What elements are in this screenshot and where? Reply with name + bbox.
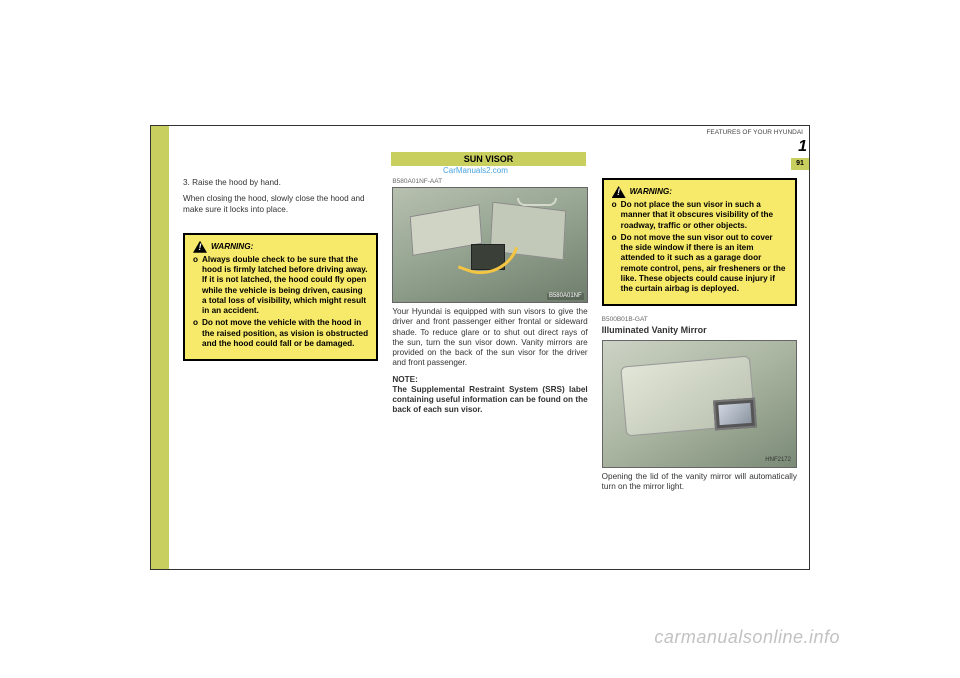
content-columns: 3. Raise the hood by hand. When closing … — [183, 178, 797, 559]
warning-list: o Do not place the sun visor in such a m… — [612, 200, 787, 294]
warning-icon — [612, 186, 626, 198]
bullet: o — [193, 318, 198, 349]
warning-title: WARNING: — [193, 241, 368, 253]
top-watermark: CarManuals2.com — [443, 166, 508, 175]
vanity-mirror-body: Opening the lid of the vanity mirror wil… — [602, 472, 797, 493]
warning-label: WARNING: — [211, 242, 253, 252]
note-body: The Supplemental Restraint System (SRS) … — [392, 385, 587, 415]
bullet: o — [193, 255, 198, 317]
note-block: NOTE: The Supplemental Restraint System … — [392, 375, 587, 416]
warning-list: o Always double check to be sure that th… — [193, 255, 368, 349]
column-1: 3. Raise the hood by hand. When closing … — [183, 178, 378, 559]
warning-text: Do not move the sun visor out to cover t… — [621, 233, 787, 295]
warning-text: Always double check to be sure that the … — [202, 255, 368, 317]
chapter-number: 1 — [798, 138, 807, 156]
left-color-bar — [151, 126, 169, 569]
column-2: B580A01NF-AAT B580A01NF Your Hyundai is … — [392, 178, 587, 559]
vanity-mirror — [713, 397, 757, 430]
sun-visor-body: Your Hyundai is equipped with sun visors… — [392, 307, 587, 369]
closing-hood-text: When closing the hood, slowly close the … — [183, 194, 378, 215]
page-number: 91 — [791, 158, 809, 170]
warning-box-hood: WARNING: o Always double check to be sur… — [183, 233, 378, 361]
manual-page: FEATURES OF YOUR HYUNDAI 1 91 SUN VISOR … — [150, 125, 810, 570]
figure-label: B580A01NF — [547, 293, 584, 301]
warning-item: o Do not move the vehicle with the hood … — [193, 318, 368, 349]
section-title: SUN VISOR — [391, 152, 586, 166]
vanity-mirror-figure: HNF2172 — [602, 340, 797, 468]
note-label: NOTE: — [392, 375, 417, 384]
figure-code: B500B01B-GAT — [602, 316, 797, 324]
bullet: o — [612, 200, 617, 231]
step-3-text: 3. Raise the hood by hand. — [183, 178, 378, 188]
sun-visor-figure: B580A01NF — [392, 187, 587, 303]
footer-watermark: carmanualsonline.info — [654, 627, 840, 648]
grab-handle — [517, 198, 557, 206]
column-3: WARNING: o Do not place the sun visor in… — [602, 178, 797, 559]
figure-label: HNF2172 — [763, 457, 793, 465]
warning-text: Do not move the vehicle with the hood in… — [202, 318, 368, 349]
figure-code: B580A01NF-AAT — [392, 178, 587, 186]
chapter-label: FEATURES OF YOUR HYUNDAI — [706, 129, 803, 136]
bullet: o — [612, 233, 617, 295]
warning-text: Do not place the sun visor in such a man… — [621, 200, 787, 231]
warning-item: o Do not move the sun visor out to cover… — [612, 233, 787, 295]
vanity-mirror-heading: Illuminated Vanity Mirror — [602, 325, 797, 336]
warning-label: WARNING: — [630, 187, 672, 197]
warning-icon — [193, 241, 207, 253]
warning-title: WARNING: — [612, 186, 787, 198]
warning-item: o Do not place the sun visor in such a m… — [612, 200, 787, 231]
warning-item: o Always double check to be sure that th… — [193, 255, 368, 317]
warning-box-visor: WARNING: o Do not place the sun visor in… — [602, 178, 797, 306]
